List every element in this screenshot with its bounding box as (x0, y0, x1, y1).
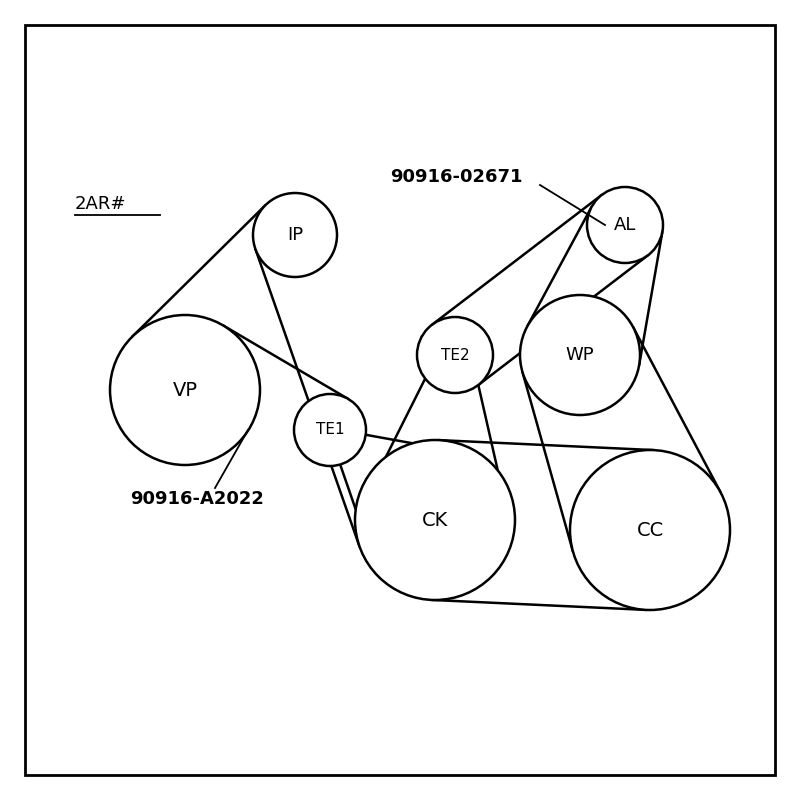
Text: VP: VP (173, 381, 198, 399)
Text: TE1: TE1 (316, 422, 344, 438)
Circle shape (570, 450, 730, 610)
Text: CK: CK (422, 510, 448, 530)
Text: WP: WP (566, 346, 594, 364)
Circle shape (294, 394, 366, 466)
Text: AL: AL (614, 216, 636, 234)
Text: 2AR#: 2AR# (75, 195, 126, 213)
Text: IP: IP (287, 226, 303, 244)
Circle shape (355, 440, 515, 600)
Circle shape (587, 187, 663, 263)
Circle shape (110, 315, 260, 465)
Text: 90916-A2022: 90916-A2022 (130, 490, 264, 508)
Text: CC: CC (636, 521, 664, 539)
Circle shape (417, 317, 493, 393)
Circle shape (520, 295, 640, 415)
Text: 90916-02671: 90916-02671 (390, 168, 522, 186)
Text: TE2: TE2 (441, 347, 470, 362)
Circle shape (253, 193, 337, 277)
